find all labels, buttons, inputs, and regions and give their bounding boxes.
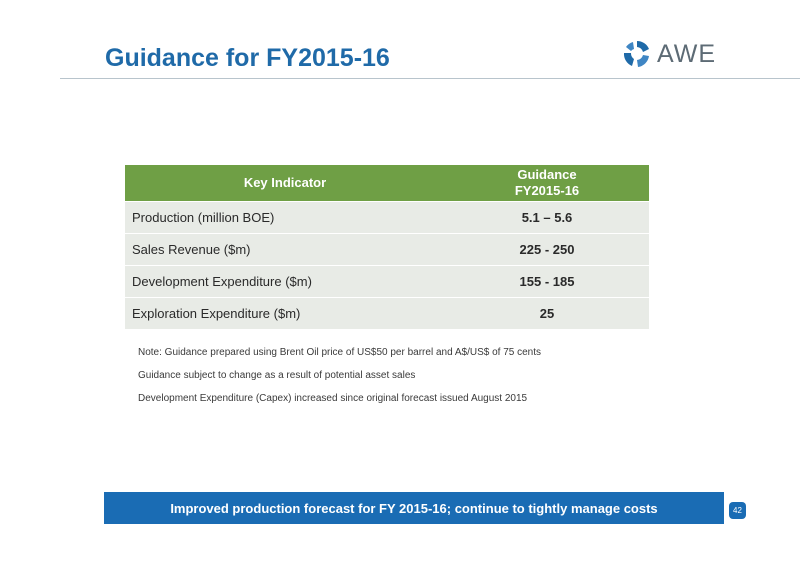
company-logo: AWE bbox=[622, 39, 716, 69]
row-indicator: Development Expenditure ($m) bbox=[125, 265, 445, 298]
table-row: Production (million BOE) 5.1 – 5.6 bbox=[125, 201, 649, 234]
note-item: Note: Guidance prepared using Brent Oil … bbox=[138, 347, 542, 358]
table-row: Exploration Expenditure ($m) 25 bbox=[125, 297, 649, 329]
row-value: 225 - 250 bbox=[445, 233, 649, 266]
header-guidance: Guidance FY2015-16 bbox=[445, 165, 649, 202]
header-key-indicator: Key Indicator bbox=[125, 165, 445, 202]
row-indicator: Exploration Expenditure ($m) bbox=[125, 297, 445, 329]
row-indicator: Sales Revenue ($m) bbox=[125, 233, 445, 266]
table-header-row: Key Indicator Guidance FY2015-16 bbox=[125, 165, 649, 202]
table-row: Sales Revenue ($m) 225 - 250 bbox=[125, 233, 649, 266]
page-title: Guidance for FY2015-16 bbox=[105, 44, 390, 72]
header-guidance-line1: Guidance bbox=[517, 167, 577, 182]
row-value: 5.1 – 5.6 bbox=[445, 201, 649, 234]
notes-block: Note: Guidance prepared using Brent Oil … bbox=[138, 346, 541, 415]
note-item: Guidance subject to change as a result o… bbox=[138, 370, 416, 381]
page-number-badge: 42 bbox=[729, 502, 746, 519]
guidance-table: Key Indicator Guidance FY2015-16 Product… bbox=[125, 165, 649, 329]
note-item: Development Expenditure (Capex) increase… bbox=[138, 393, 528, 404]
awe-logo-icon bbox=[623, 41, 649, 67]
table-row: Development Expenditure ($m) 155 - 185 bbox=[125, 265, 649, 298]
logo-text: AWE bbox=[657, 39, 717, 68]
banner-text: Improved production forecast for FY 2015… bbox=[170, 500, 658, 516]
header-guidance-line2: FY2015-16 bbox=[514, 183, 580, 198]
row-indicator: Production (million BOE) bbox=[125, 201, 445, 234]
row-value: 25 bbox=[445, 297, 649, 329]
row-value: 155 - 185 bbox=[445, 265, 649, 298]
title-divider bbox=[60, 78, 800, 79]
key-message-banner: Improved production forecast for FY 2015… bbox=[104, 492, 724, 524]
